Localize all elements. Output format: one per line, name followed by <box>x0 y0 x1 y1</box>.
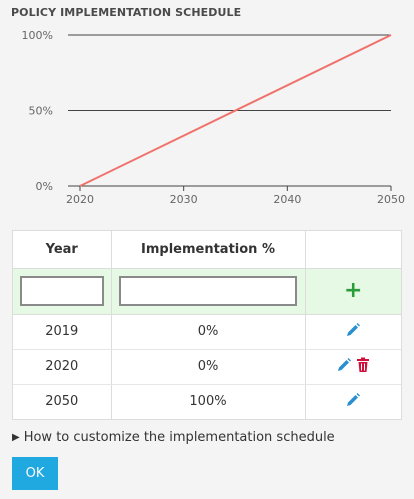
edit-icon[interactable] <box>336 357 352 377</box>
year-header: Year <box>13 231 112 269</box>
year-cell: 2050 <box>13 384 112 419</box>
new-entry-row: + <box>13 268 401 315</box>
percent-cell: 0% <box>111 314 306 350</box>
chart-svg: 0% 50% 100% 2020 2030 2040 2050 <box>22 29 405 206</box>
y-tick-label: 100% <box>22 29 53 42</box>
implementation-chart: 0% 50% 100% 2020 2030 2040 2050 <box>0 24 414 214</box>
actions-cell <box>305 384 401 419</box>
actions-cell <box>305 349 401 385</box>
y-tick-label: 50% <box>29 105 53 118</box>
customize-help-label: How to customize the implementation sche… <box>23 430 335 445</box>
table-row: 2019 0% <box>13 314 401 350</box>
edit-icon[interactable] <box>345 322 361 342</box>
table-row: 2020 0% <box>13 349 401 385</box>
ok-button[interactable]: OK <box>12 457 58 490</box>
delete-icon[interactable] <box>356 357 370 377</box>
new-percent-input[interactable] <box>119 276 297 306</box>
edit-icon[interactable] <box>345 392 361 412</box>
table-row: 2050 100% <box>13 384 401 419</box>
year-cell: 2020 <box>13 349 112 385</box>
year-cell: 2019 <box>13 314 112 350</box>
x-tick-label: 2020 <box>66 193 94 206</box>
implementation-header: Implementation % <box>111 231 306 269</box>
series-line <box>79 34 392 187</box>
new-year-input[interactable] <box>19 276 104 306</box>
disclosure-triangle-icon: ▶ <box>12 432 20 443</box>
table-header-row: Year Implementation % <box>13 231 401 269</box>
x-tick-label: 2050 <box>377 193 405 206</box>
x-tick-label: 2040 <box>273 193 301 206</box>
percent-cell: 100% <box>111 384 306 419</box>
percent-cell: 0% <box>111 349 306 385</box>
schedule-table: Year Implementation % + 2019 0% 2020 0% <box>12 230 402 420</box>
actions-header <box>305 231 401 269</box>
actions-cell <box>305 314 401 350</box>
x-tick-label: 2030 <box>170 193 198 206</box>
add-row-button[interactable]: + <box>344 278 363 303</box>
section-title: POLICY IMPLEMENTATION SCHEDULE <box>11 6 242 19</box>
customize-help-toggle[interactable]: ▶ How to customize the implementation sch… <box>12 430 335 445</box>
y-tick-label: 0% <box>36 180 53 193</box>
